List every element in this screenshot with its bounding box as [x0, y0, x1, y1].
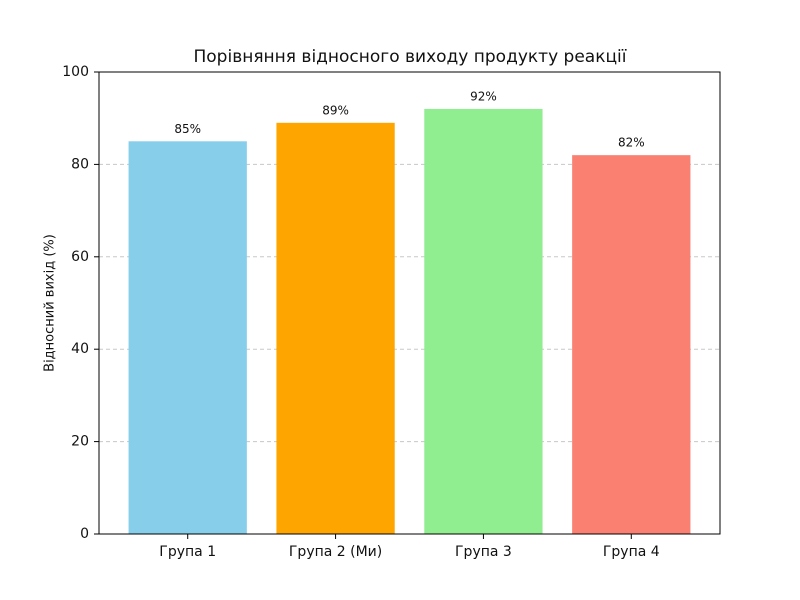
chart-title: Порівняння відносного виходу продукту ре…: [194, 47, 627, 67]
x-tick-label: Група 1: [159, 544, 216, 560]
value-label: 89%: [322, 103, 349, 117]
plot-frame: [98, 71, 721, 535]
bar: [424, 108, 543, 535]
bar: [128, 141, 247, 535]
bar: [572, 155, 691, 534]
y-tick-label: 0: [80, 526, 89, 542]
y-tick-label: 20: [71, 434, 89, 450]
x-tick-label: Група 3: [455, 544, 512, 560]
x-tick-label: Група 2 (Ми): [289, 544, 382, 560]
y-tick-label: 80: [71, 156, 89, 172]
y-axis-label: Відносний вихід (%): [43, 234, 58, 372]
value-label: 82%: [618, 136, 645, 150]
value-label: 92%: [470, 89, 497, 103]
y-tick-label: 100: [62, 64, 89, 80]
y-tick-label: 40: [71, 341, 89, 357]
bar: [276, 122, 395, 534]
y-tick-label: 60: [71, 249, 89, 265]
value-label: 85%: [174, 122, 201, 136]
x-tick-label: Група 4: [603, 544, 660, 560]
